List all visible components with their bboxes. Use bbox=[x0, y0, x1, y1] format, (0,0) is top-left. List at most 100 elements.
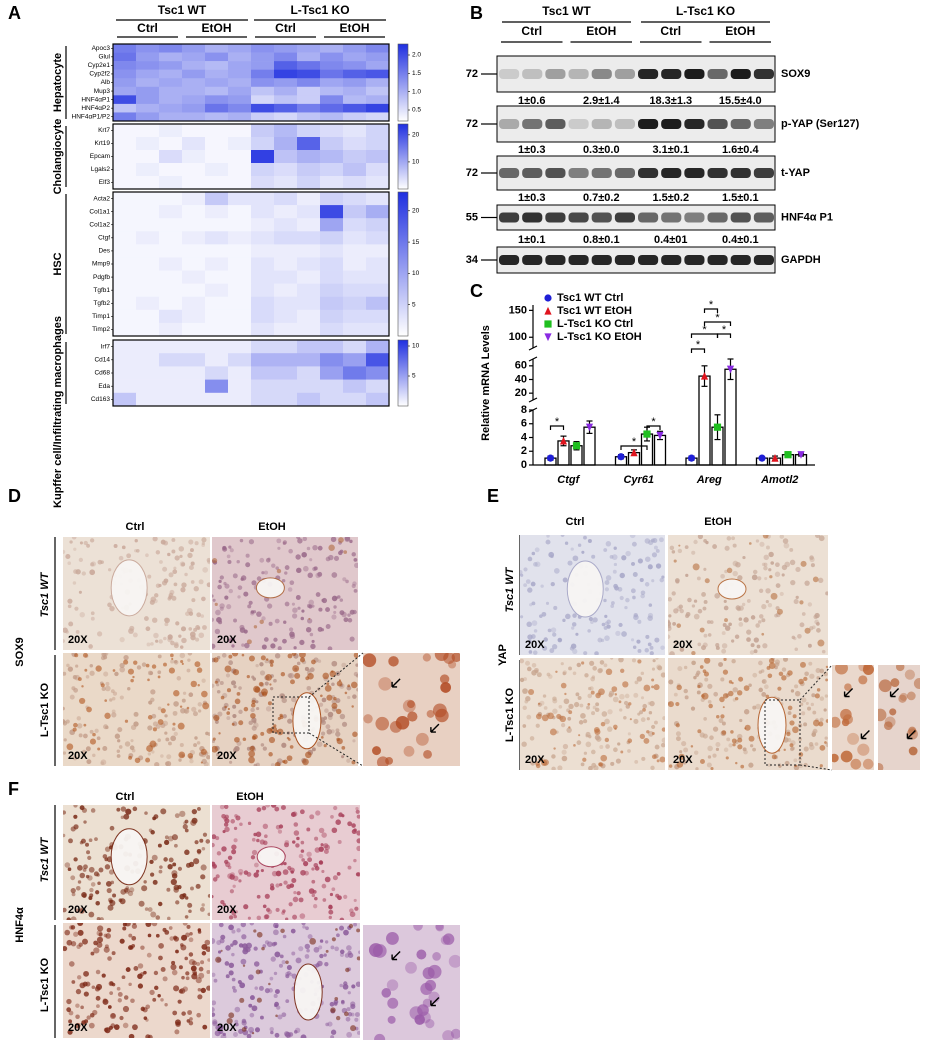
nucleus bbox=[68, 1010, 74, 1016]
nucleus bbox=[181, 975, 185, 980]
nucleus bbox=[300, 1034, 307, 1038]
nucleus bbox=[217, 1029, 222, 1034]
heatmap-cell bbox=[113, 86, 137, 96]
nucleus bbox=[548, 551, 555, 558]
nucleus bbox=[224, 818, 230, 824]
nucleus bbox=[395, 715, 410, 730]
nucleus bbox=[66, 663, 70, 668]
heatmap-cell bbox=[343, 366, 367, 380]
nucleus bbox=[814, 612, 820, 619]
colorbar-tick-label: 5 bbox=[412, 373, 416, 380]
nucleus bbox=[417, 1004, 429, 1016]
nucleus bbox=[100, 759, 107, 766]
nucleus bbox=[812, 710, 817, 715]
nucleus bbox=[163, 617, 169, 623]
nucleus bbox=[696, 690, 701, 695]
nucleus bbox=[186, 1019, 191, 1023]
heatmap-cell bbox=[320, 257, 344, 271]
heatmap-cell bbox=[297, 322, 321, 337]
nucleus bbox=[581, 550, 585, 554]
nucleus bbox=[78, 557, 83, 563]
nucleus bbox=[321, 597, 328, 604]
nucleus bbox=[70, 916, 77, 920]
nucleus bbox=[407, 711, 418, 722]
heatmap-cell bbox=[113, 257, 137, 271]
stain-spot bbox=[268, 982, 271, 986]
nucleus bbox=[629, 535, 636, 539]
nucleus bbox=[228, 545, 232, 549]
nucleus bbox=[675, 731, 681, 737]
heatmap-cell bbox=[205, 44, 229, 53]
heatmap-cell bbox=[297, 205, 321, 219]
nucleus bbox=[188, 539, 194, 545]
nucleus bbox=[281, 578, 286, 583]
heatmap-cell bbox=[182, 86, 206, 96]
stain-spot bbox=[605, 668, 613, 676]
nucleus bbox=[260, 868, 264, 873]
nucleus bbox=[631, 658, 637, 663]
stain-spot bbox=[723, 658, 727, 662]
nucleus bbox=[164, 731, 168, 735]
nucleus bbox=[704, 677, 709, 682]
heatmap-cell bbox=[320, 78, 344, 88]
nucleus bbox=[599, 660, 605, 665]
nucleus bbox=[320, 628, 325, 632]
nucleus bbox=[732, 570, 738, 577]
nucleus bbox=[762, 643, 768, 649]
nucleus bbox=[88, 866, 95, 873]
nucleus bbox=[247, 821, 252, 825]
stain-spot bbox=[268, 736, 276, 744]
stain-spot bbox=[720, 714, 725, 719]
heatmap-cell bbox=[297, 78, 321, 88]
nucleus bbox=[184, 828, 189, 833]
quantification: 0.4±0.1 bbox=[722, 234, 759, 246]
stain-spot bbox=[716, 714, 720, 719]
stain-spot bbox=[73, 722, 78, 728]
nucleus bbox=[262, 746, 267, 751]
nucleus bbox=[789, 547, 794, 552]
nucleus bbox=[104, 846, 111, 852]
stain-spot bbox=[196, 667, 203, 673]
blot-band bbox=[545, 168, 566, 178]
nucleus bbox=[551, 754, 556, 759]
nucleus bbox=[672, 621, 676, 626]
nucleus bbox=[528, 650, 533, 654]
nucleus bbox=[63, 945, 68, 952]
nucleus bbox=[189, 631, 196, 638]
tissue-image bbox=[878, 665, 920, 770]
blot-band bbox=[753, 255, 774, 265]
heatmap-cell bbox=[320, 218, 344, 232]
nucleus bbox=[612, 569, 617, 574]
heatmap-cell bbox=[320, 124, 344, 138]
nucleus bbox=[153, 814, 159, 819]
heatmap-cell bbox=[366, 61, 390, 70]
heatmap-cell bbox=[297, 379, 321, 394]
nucleus bbox=[545, 601, 550, 605]
nucleus bbox=[73, 547, 77, 551]
nucleus bbox=[117, 739, 121, 743]
nucleus bbox=[134, 549, 138, 553]
heatmap-cell bbox=[228, 366, 252, 380]
stain-spot bbox=[731, 738, 737, 744]
blot-band bbox=[684, 119, 705, 129]
nucleus bbox=[270, 1030, 274, 1035]
nucleus bbox=[181, 562, 186, 567]
condition-header: Ctrl bbox=[521, 24, 542, 38]
heatmap-cell bbox=[274, 257, 298, 271]
stain-spot bbox=[255, 969, 261, 975]
nucleus bbox=[119, 666, 126, 673]
stain-spot bbox=[578, 734, 581, 737]
nucleus bbox=[127, 686, 131, 691]
nucleus bbox=[340, 1000, 345, 1005]
stain-spot bbox=[800, 661, 806, 668]
nucleus bbox=[129, 887, 135, 893]
nucleus bbox=[724, 569, 728, 574]
nucleus bbox=[282, 714, 287, 719]
heatmap-cell bbox=[228, 309, 252, 324]
tissue-image bbox=[363, 925, 460, 1040]
nucleus bbox=[413, 925, 423, 931]
nucleus bbox=[781, 573, 785, 577]
nucleus bbox=[787, 738, 792, 743]
nucleus bbox=[728, 622, 732, 627]
heatmap-cell bbox=[274, 283, 298, 298]
